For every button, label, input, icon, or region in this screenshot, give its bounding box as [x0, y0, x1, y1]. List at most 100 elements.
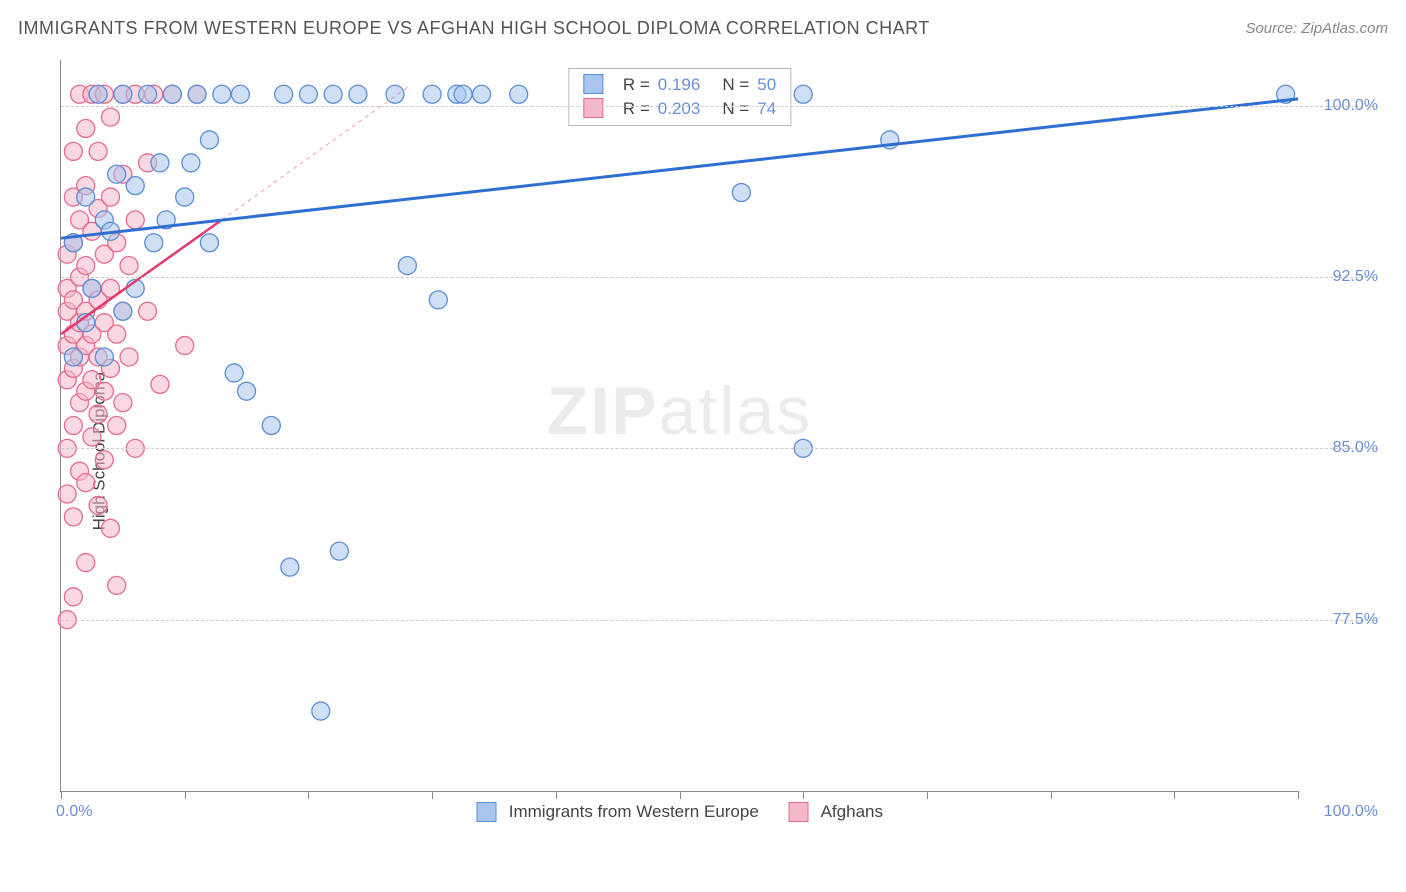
- data-point: [225, 364, 243, 382]
- header: IMMIGRANTS FROM WESTERN EUROPE VS AFGHAN…: [18, 18, 1388, 39]
- data-point: [101, 188, 119, 206]
- data-point: [108, 576, 126, 594]
- data-point: [108, 325, 126, 343]
- data-point: [176, 188, 194, 206]
- x-tick: [61, 791, 62, 799]
- data-point: [386, 85, 404, 103]
- chart-container: High School Diploma ZIPatlas R = 0.196 N…: [18, 50, 1388, 852]
- data-point: [120, 348, 138, 366]
- data-point: [423, 85, 441, 103]
- x-tick: [308, 791, 309, 799]
- data-point: [95, 451, 113, 469]
- x-tick: [927, 791, 928, 799]
- data-point: [108, 165, 126, 183]
- legend-swatch-1: [583, 98, 603, 118]
- n-value-1: 74: [757, 99, 776, 119]
- y-tick-label: 100.0%: [1308, 97, 1378, 115]
- data-point: [454, 85, 472, 103]
- legend-label-0: Immigrants from Western Europe: [509, 802, 759, 821]
- data-point: [182, 154, 200, 172]
- data-point: [64, 348, 82, 366]
- data-point: [262, 417, 280, 435]
- series-legend: Immigrants from Western Europe Afghans: [476, 802, 883, 823]
- correlation-legend: R = 0.196 N = 50 R = 0.203 N = 74: [568, 68, 791, 126]
- data-point: [200, 234, 218, 252]
- source-label: Source: ZipAtlas.com: [1245, 20, 1388, 37]
- y-tick-label: 85.0%: [1308, 439, 1378, 457]
- data-point: [101, 108, 119, 126]
- data-point: [473, 85, 491, 103]
- x-tick: [1174, 791, 1175, 799]
- data-point: [349, 85, 367, 103]
- n-value-0: 50: [757, 75, 776, 95]
- trend-line-afghans-ext: [222, 87, 408, 219]
- x-tick: [556, 791, 557, 799]
- data-point: [510, 85, 528, 103]
- data-point: [312, 702, 330, 720]
- data-point: [108, 417, 126, 435]
- data-point: [429, 291, 447, 309]
- legend-label-1: Afghans: [821, 802, 883, 821]
- data-point: [398, 257, 416, 275]
- data-point: [139, 85, 157, 103]
- legend-swatch-series-0: [476, 802, 496, 822]
- r-value-0: 0.196: [658, 75, 701, 95]
- legend-swatch-series-1: [789, 802, 809, 822]
- data-point: [151, 154, 169, 172]
- data-point: [95, 382, 113, 400]
- data-point: [145, 234, 163, 252]
- data-point: [101, 519, 119, 537]
- legend-row-series-1: R = 0.203 N = 74: [583, 97, 776, 121]
- n-label: N =: [722, 99, 749, 119]
- r-label: R =: [623, 99, 650, 119]
- data-point: [64, 508, 82, 526]
- data-point: [64, 588, 82, 606]
- gridline: [61, 620, 1378, 621]
- data-point: [58, 485, 76, 503]
- data-point: [299, 85, 317, 103]
- plot-area: ZIPatlas R = 0.196 N = 50 R = 0.203 N = …: [60, 60, 1298, 792]
- data-point: [281, 558, 299, 576]
- data-point: [188, 85, 206, 103]
- x-tick: [432, 791, 433, 799]
- data-point: [77, 554, 95, 572]
- data-point: [238, 382, 256, 400]
- data-point: [89, 142, 107, 160]
- x-tick: [1051, 791, 1052, 799]
- data-point: [324, 85, 342, 103]
- x-tick: [1298, 791, 1299, 799]
- gridline: [61, 277, 1378, 278]
- plot-svg: [61, 60, 1298, 791]
- data-point: [77, 257, 95, 275]
- data-point: [77, 474, 95, 492]
- data-point: [77, 188, 95, 206]
- data-point: [120, 257, 138, 275]
- legend-item-0: Immigrants from Western Europe: [476, 802, 759, 823]
- data-point: [176, 337, 194, 355]
- chart-title: IMMIGRANTS FROM WESTERN EUROPE VS AFGHAN…: [18, 18, 930, 39]
- data-point: [231, 85, 249, 103]
- data-point: [89, 85, 107, 103]
- gridline: [61, 106, 1378, 107]
- data-point: [114, 394, 132, 412]
- data-point: [114, 302, 132, 320]
- legend-row-series-0: R = 0.196 N = 50: [583, 73, 776, 97]
- data-point: [275, 85, 293, 103]
- y-tick-label: 77.5%: [1308, 611, 1378, 629]
- data-point: [89, 405, 107, 423]
- data-point: [64, 142, 82, 160]
- data-point: [213, 85, 231, 103]
- data-point: [330, 542, 348, 560]
- data-point: [114, 85, 132, 103]
- y-tick-label: 92.5%: [1308, 268, 1378, 286]
- data-point: [139, 302, 157, 320]
- data-point: [64, 417, 82, 435]
- legend-item-1: Afghans: [789, 802, 883, 823]
- n-label: N =: [722, 75, 749, 95]
- gridline: [61, 448, 1378, 449]
- data-point: [126, 211, 144, 229]
- x-tick-label-max: 100.0%: [1324, 803, 1378, 821]
- x-tick: [185, 791, 186, 799]
- data-point: [95, 348, 113, 366]
- r-label: R =: [623, 75, 650, 95]
